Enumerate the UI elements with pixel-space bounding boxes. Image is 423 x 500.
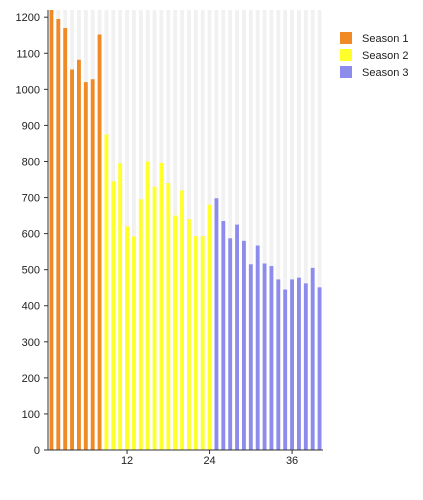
- y-tick-label: 800: [22, 156, 40, 168]
- y-tick-label: 700: [22, 193, 40, 205]
- bar-season-2-21: [187, 219, 191, 450]
- grid-stripe: [303, 10, 308, 450]
- grid-stripe: [283, 10, 288, 450]
- bar-season-3-29: [242, 240, 246, 450]
- grid-stripe: [228, 10, 233, 450]
- y-tick-label: 400: [22, 301, 40, 313]
- bar-season-3-31: [255, 245, 260, 450]
- legend: Season 1 Season 2 Season 3: [340, 32, 408, 79]
- bar-season-3-34: [276, 279, 281, 450]
- bars: [49, 10, 322, 451]
- bar-season-2-11: [118, 163, 123, 450]
- grid-stripe: [269, 10, 274, 450]
- legend-swatch: [340, 66, 352, 78]
- bar-season-2-9: [104, 134, 109, 450]
- bar-season-1-2: [56, 19, 61, 451]
- grid-stripe: [248, 10, 253, 450]
- grid-stripe: [290, 10, 294, 450]
- bar-season-2-16: [152, 186, 157, 450]
- y-tick-label: 1100: [16, 48, 40, 60]
- bar-season-2-22: [193, 236, 198, 450]
- bar-season-2-14: [138, 199, 143, 450]
- bar-season-3-27: [228, 238, 233, 450]
- bar-season-3-40: [317, 287, 322, 450]
- bar-season-3-36: [290, 279, 294, 450]
- grid-stripe: [193, 10, 198, 450]
- bar-season-1-1: [49, 10, 54, 450]
- legend-swatch: [340, 49, 352, 61]
- bar-season-3-25: [214, 198, 219, 450]
- bar-season-1-7: [90, 79, 95, 450]
- grid-stripe: [132, 10, 136, 450]
- bar-season-2-24: [207, 204, 212, 450]
- bar-season-2-20: [180, 190, 184, 450]
- y-tick-label: 500: [22, 265, 40, 277]
- y-tick-label: 1000: [16, 84, 40, 96]
- y-tick-label: 200: [22, 373, 40, 385]
- x-tick-label: 12: [121, 455, 133, 467]
- grid-stripe: [297, 10, 301, 450]
- bar-season-2-15: [145, 161, 150, 451]
- y-tick-label: 0: [34, 445, 40, 457]
- bar-season-3-35: [283, 289, 288, 450]
- legend-label: Season 2: [362, 50, 408, 62]
- legend-label: Season 1: [362, 33, 408, 45]
- y-tick-label: 1200: [16, 12, 40, 24]
- grid-stripe: [262, 10, 267, 450]
- bar-season-2-10: [111, 181, 116, 450]
- bar-season-2-23: [200, 236, 205, 450]
- bar-season-1-5: [77, 59, 81, 451]
- grid-stripe: [200, 10, 205, 450]
- bar-season-3-33: [269, 266, 274, 450]
- y-tick-label: 900: [22, 120, 40, 132]
- bar-season-2-17: [159, 162, 164, 451]
- bar-season-3-38: [303, 283, 308, 450]
- legend-label: Season 3: [362, 67, 408, 79]
- y-axis-ticks: 0 100 200 300 400 500 600 700 800 900 1000 1100 1200: [16, 12, 48, 457]
- bar-season-2-12: [125, 226, 129, 450]
- bar-season-3-37: [297, 277, 301, 450]
- bar-season-1-4: [70, 69, 74, 450]
- y-tick-label: 100: [22, 409, 40, 421]
- bar-season-3-32: [262, 263, 267, 450]
- grid-stripe: [242, 10, 246, 450]
- bar-season-2-18: [166, 183, 171, 451]
- legend-swatch: [340, 32, 352, 44]
- grid-stripe: [255, 10, 260, 450]
- bar-season-3-28: [235, 224, 239, 450]
- bar-season-3-26: [221, 220, 226, 450]
- y-tick-label: 300: [22, 337, 40, 349]
- bar-season-3-39: [310, 267, 315, 450]
- grid-stripe: [276, 10, 281, 450]
- x-axis-ticks: 12 24 36: [121, 450, 298, 467]
- grid-stripe: [317, 10, 322, 450]
- bar-season-1-8: [97, 34, 102, 451]
- grid-stripe: [310, 10, 315, 450]
- bar-season-2-13: [132, 236, 136, 450]
- plot-area: [48, 10, 323, 450]
- x-tick-label: 36: [286, 455, 298, 467]
- bar-season-2-19: [173, 215, 178, 450]
- axes: [47, 10, 323, 451]
- y-tick-label: 600: [22, 229, 40, 241]
- bar-season-3-30: [248, 264, 253, 450]
- bar-season-1-3: [63, 28, 68, 451]
- plot-background: [48, 10, 323, 450]
- x-tick-label: 24: [203, 455, 215, 467]
- bar-season-1-6: [83, 82, 88, 450]
